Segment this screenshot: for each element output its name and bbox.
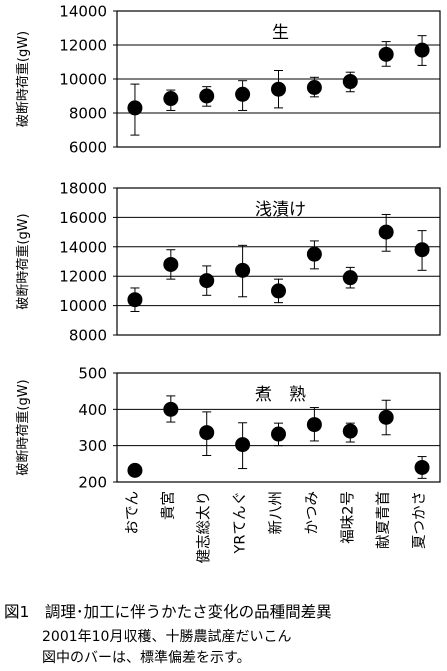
y-tick-label: 8000	[69, 327, 107, 345]
data-point	[127, 462, 143, 478]
y-tick-label: 18000	[59, 180, 107, 198]
y-tick-label: 14000	[59, 238, 107, 256]
chart-title: 煮 熟	[255, 384, 306, 405]
x-category-label: 献夏青首	[375, 491, 392, 549]
chart-title: 生	[272, 23, 289, 43]
data-point	[414, 42, 430, 58]
data-point	[306, 417, 322, 433]
y-tick-label: 14000	[59, 3, 107, 21]
data-point	[199, 273, 215, 289]
y-tick-label: 300	[78, 437, 107, 455]
y-tick-label: 12000	[59, 268, 107, 286]
plot-frame	[116, 372, 441, 483]
data-point	[414, 459, 430, 475]
x-category-label: 健志総太り	[196, 491, 213, 564]
data-point	[378, 224, 394, 240]
data-point	[271, 426, 286, 442]
y-tick-label: 500	[78, 365, 107, 383]
x-category-label: おでん	[124, 491, 141, 535]
x-category-label: 新八州	[268, 491, 285, 535]
data-point	[378, 409, 394, 425]
data-point	[414, 242, 430, 258]
y-axis-label: 破断時荷重(gW)	[15, 379, 31, 475]
data-point	[127, 100, 143, 116]
figure-caption-note-harvest: 2001年10月収穫、十勝農試産だいこん	[42, 629, 292, 645]
y-tick-label: 16000	[59, 209, 107, 227]
data-point	[127, 292, 143, 308]
y-tick-label: 400	[78, 401, 107, 419]
data-point	[306, 80, 322, 95]
x-category-labels: おでん 貴宮 健志総太り YRてんぐ 新八州 かつみ 福味2号 献夏青首 夏つかさ	[124, 491, 428, 564]
figure-caption-title: 図1 調理･加工に伴うかたさ変化の品種間差異	[4, 603, 332, 621]
data-point	[306, 246, 322, 262]
data-point	[163, 401, 179, 417]
y-tick-label: 10000	[59, 297, 107, 315]
data-point	[378, 46, 394, 62]
data-point	[163, 256, 179, 272]
x-category-label: 夏つかさ	[411, 491, 428, 549]
y-tick-label: 10000	[59, 71, 107, 89]
data-point	[271, 81, 286, 97]
chart-panel-3: 200 300 400 500 煮 熟 破断時荷重(gW)	[15, 365, 441, 492]
data-point	[199, 425, 215, 441]
figure-caption-note-errorbars: 図中のバーは、標準偏差を示す。	[42, 650, 251, 666]
plot-frame	[116, 187, 441, 336]
x-category-label: 貴宮	[160, 491, 177, 520]
data-point	[199, 88, 215, 104]
chart-panel-2: 8000 10000 12000 14000 16000 18000 浅漬け破断時荷重(gW…	[15, 180, 441, 345]
y-tick-label: 200	[78, 474, 107, 492]
y-axis-label: 破断時荷重(gW)	[15, 213, 31, 309]
y-tick-label: 6000	[69, 139, 107, 157]
data-point	[235, 262, 251, 278]
data-point	[342, 270, 358, 286]
y-axis-label: 破断時荷重(gW)	[15, 31, 31, 127]
x-category-label: かつみ	[303, 491, 320, 535]
data-point	[271, 283, 286, 299]
x-category-label: 福味2号	[339, 491, 356, 544]
figure-charts: 60008000100001200014000生破断時荷重(gW)8000100…	[15, 3, 441, 564]
y-tick-label: 8000	[69, 105, 107, 123]
data-point	[342, 74, 358, 90]
data-point	[342, 423, 358, 439]
data-point	[235, 437, 251, 453]
chart-panel-1: 6000 8000 10000 12000 14000 生 破断時荷重(gW)	[15, 3, 441, 157]
x-category-label: YRてんぐ	[233, 491, 249, 554]
data-point	[235, 86, 251, 102]
chart-title: 浅漬け	[255, 200, 306, 220]
data-point	[163, 91, 179, 107]
y-tick-label: 12000	[59, 37, 107, 55]
